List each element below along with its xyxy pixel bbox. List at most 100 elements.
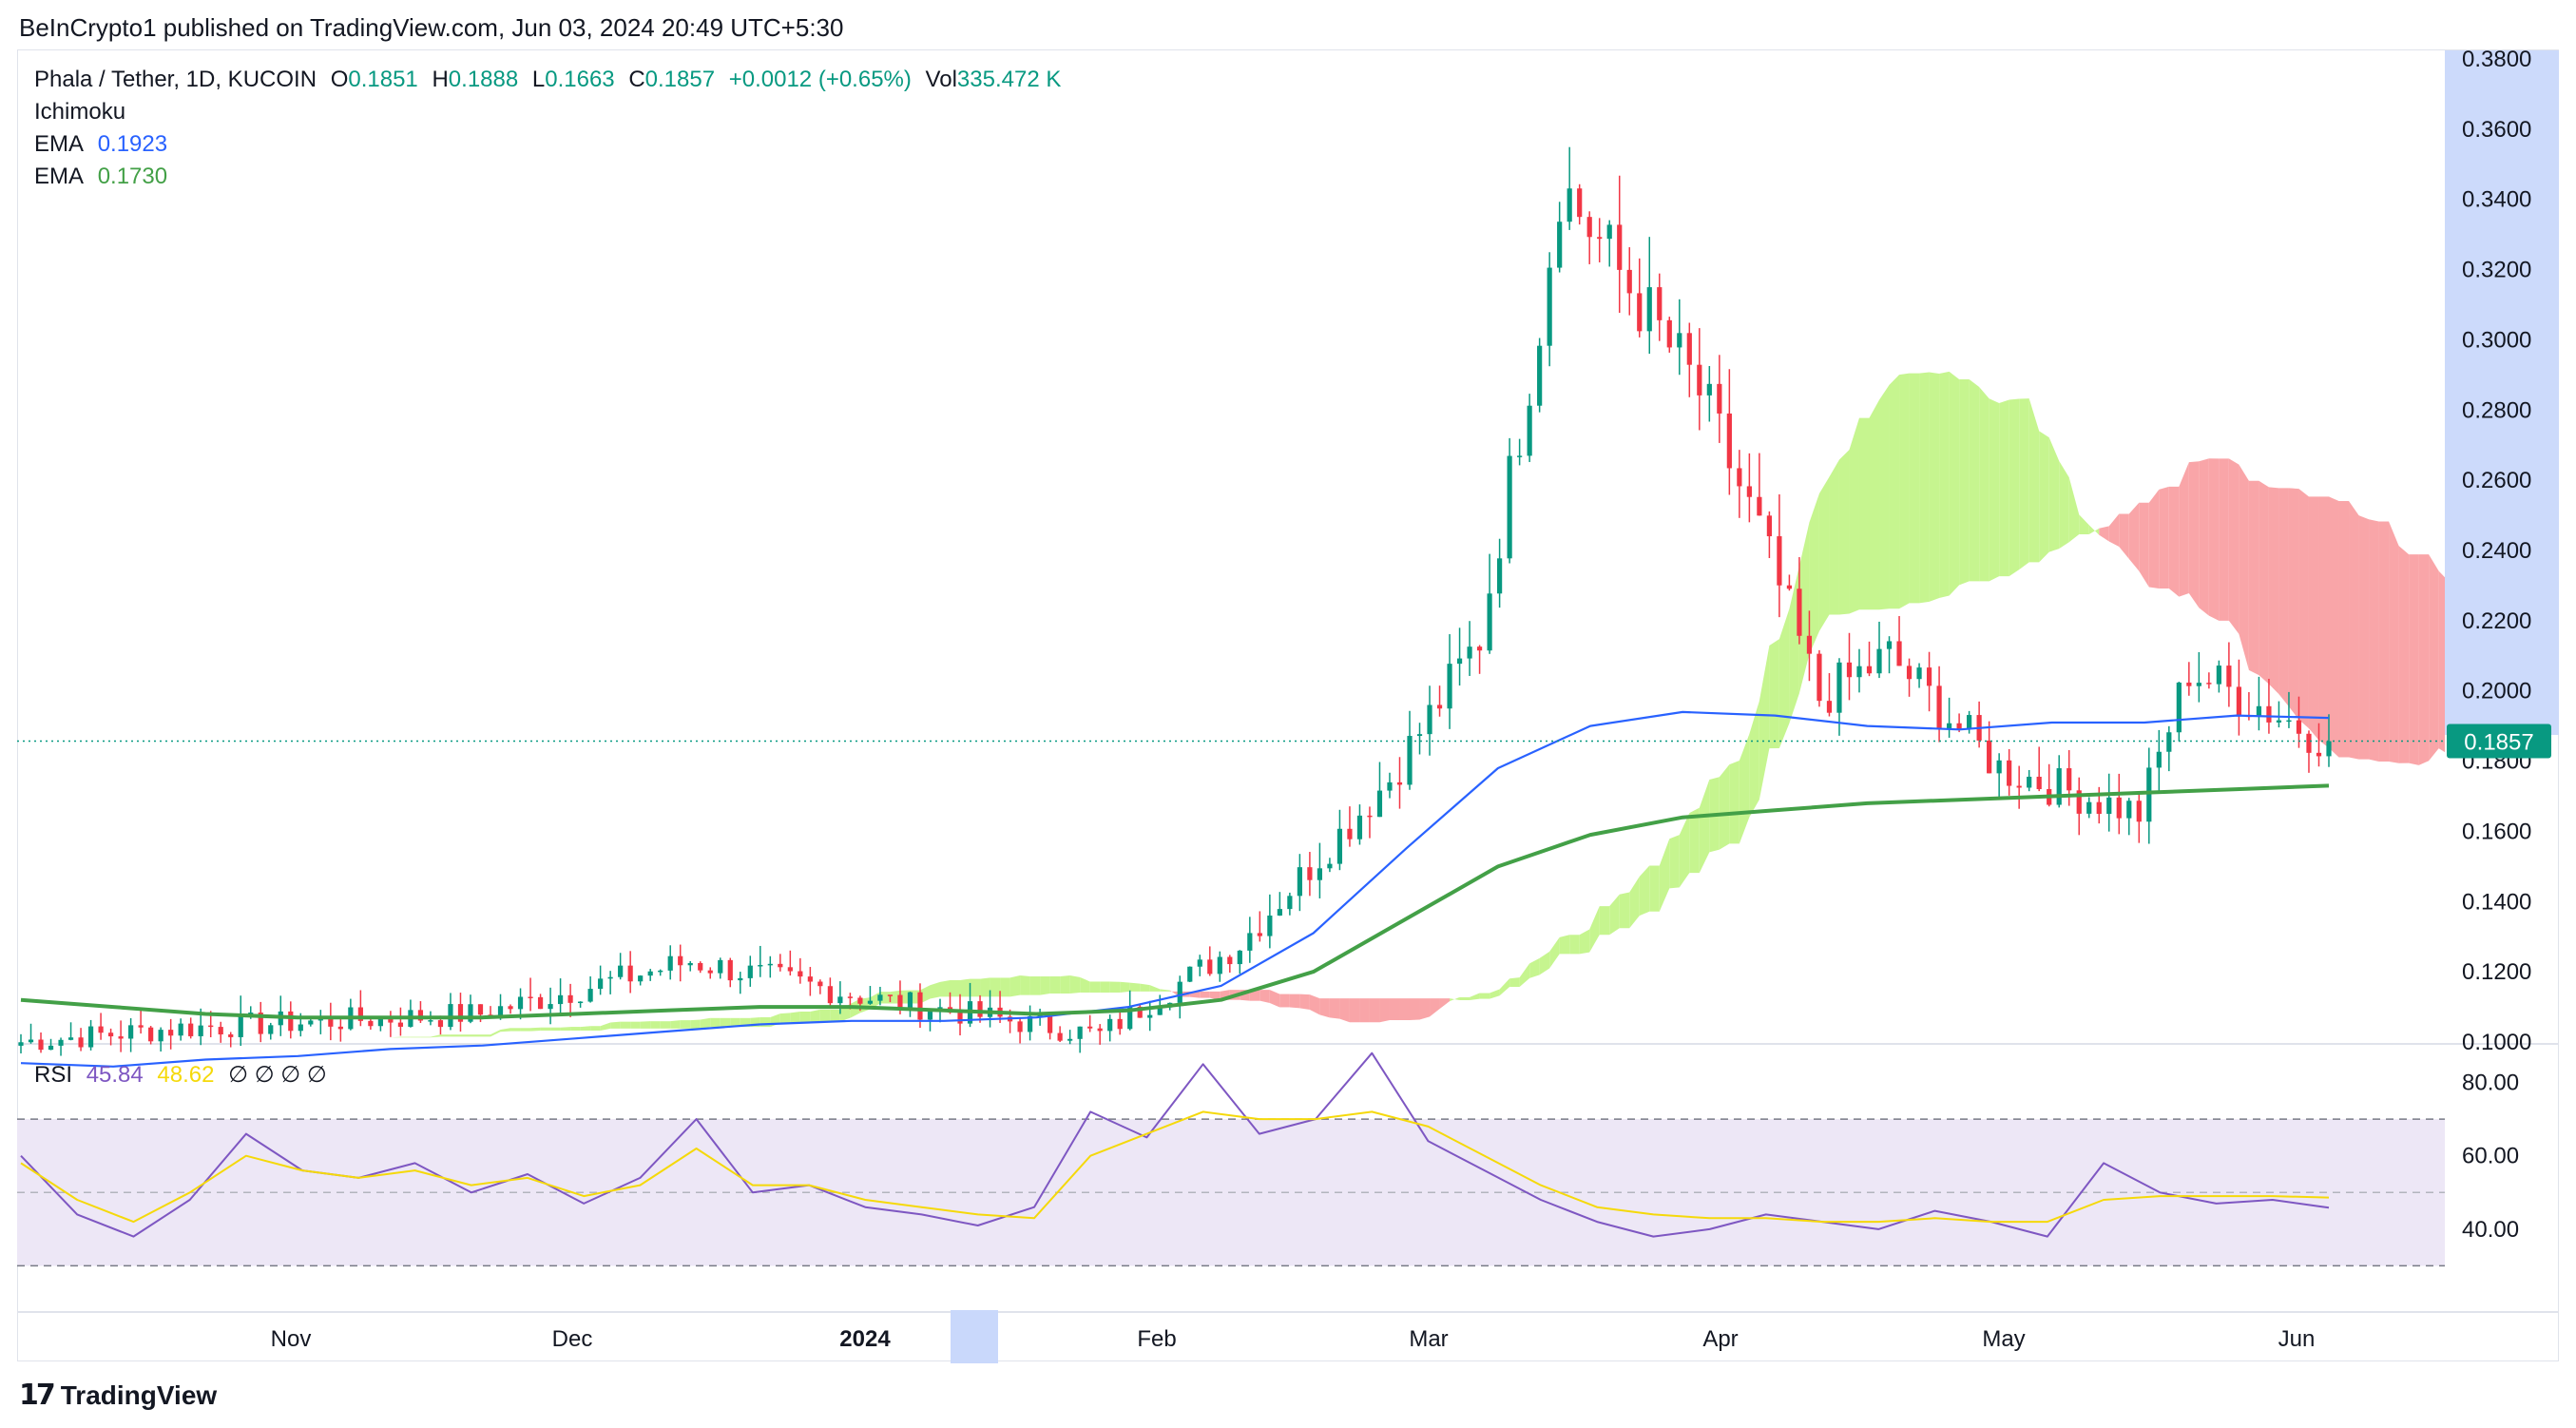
candle-body[interactable]: [548, 1004, 553, 1010]
candle-body[interactable]: [158, 1030, 163, 1042]
candle-body[interactable]: [667, 955, 673, 971]
candle-body[interactable]: [1467, 646, 1472, 659]
candle-body[interactable]: [2007, 760, 2012, 786]
candle-body[interactable]: [1427, 704, 1432, 735]
candle-body[interactable]: [2016, 785, 2022, 788]
candle-body[interactable]: [1048, 1014, 1053, 1033]
candle-body[interactable]: [867, 1000, 874, 1004]
candle-body[interactable]: [1087, 1026, 1093, 1029]
candle-body[interactable]: [747, 965, 753, 978]
candle-body[interactable]: [2266, 705, 2272, 723]
candle-body[interactable]: [1367, 815, 1373, 818]
candle-body[interactable]: [1586, 217, 1592, 238]
candle-body[interactable]: [288, 1011, 294, 1032]
candle-body[interactable]: [1067, 1038, 1073, 1041]
candle-body[interactable]: [827, 986, 833, 1004]
candle-body[interactable]: [1677, 333, 1682, 348]
candle-body[interactable]: [368, 1020, 374, 1027]
candle-body[interactable]: [2196, 683, 2201, 686]
candle-body[interactable]: [1147, 1014, 1153, 1018]
candle-body[interactable]: [1037, 1014, 1043, 1017]
candle-body[interactable]: [208, 1025, 214, 1028]
candle-body[interactable]: [687, 962, 693, 966]
candle-body[interactable]: [707, 970, 713, 974]
candle-body[interactable]: [1317, 868, 1323, 880]
candle-body[interactable]: [977, 1001, 983, 1017]
candle-body[interactable]: [517, 996, 524, 1010]
candle-body[interactable]: [658, 970, 663, 973]
candle-body[interactable]: [1657, 287, 1663, 320]
candle-body[interactable]: [1117, 1018, 1123, 1030]
candle-body[interactable]: [1077, 1026, 1083, 1039]
candle-body[interactable]: [698, 962, 703, 971]
candle-body[interactable]: [1057, 1032, 1063, 1041]
candle-body[interactable]: [2096, 801, 2102, 815]
candle-body[interactable]: [18, 1042, 24, 1046]
candle-body[interactable]: [2316, 752, 2322, 757]
candle-body[interactable]: [107, 1032, 114, 1037]
candle-body[interactable]: [1416, 734, 1423, 737]
candle-body[interactable]: [1217, 956, 1222, 975]
candle-body[interactable]: [2106, 797, 2112, 815]
candle-body[interactable]: [1806, 635, 1813, 654]
candle-body[interactable]: [87, 1026, 94, 1048]
candle-body[interactable]: [2326, 741, 2332, 757]
candle-body[interactable]: [2286, 720, 2292, 723]
candle-body[interactable]: [2156, 751, 2162, 768]
candle-body[interactable]: [468, 1004, 473, 1022]
candle-body[interactable]: [1336, 828, 1343, 864]
candle-body[interactable]: [258, 1013, 263, 1034]
candle-body[interactable]: [417, 1010, 424, 1021]
candle-body[interactable]: [1356, 815, 1363, 839]
candle-body[interactable]: [1866, 666, 1873, 674]
candle-body[interactable]: [537, 996, 544, 1010]
candle-body[interactable]: [1137, 1006, 1143, 1018]
candle-body[interactable]: [118, 1036, 124, 1039]
candle-body[interactable]: [2226, 666, 2232, 687]
candle-body[interactable]: [1207, 959, 1213, 975]
candle-body[interactable]: [2176, 682, 2182, 733]
candle-body[interactable]: [1996, 760, 2002, 774]
candle-body[interactable]: [1257, 933, 1262, 936]
candle-body[interactable]: [1476, 646, 1483, 651]
candle-body[interactable]: [1027, 1015, 1033, 1032]
candle-body[interactable]: [2056, 768, 2062, 805]
candle-body[interactable]: [98, 1026, 104, 1033]
candle-body[interactable]: [957, 1013, 963, 1024]
candle-body[interactable]: [28, 1039, 34, 1043]
candle-body[interactable]: [1726, 413, 1732, 469]
candle-body[interactable]: [78, 1037, 84, 1048]
candle-body[interactable]: [67, 1037, 74, 1040]
candle-body[interactable]: [847, 996, 853, 998]
symbol-title[interactable]: Phala / Tether, 1D, KUCOIN: [34, 67, 317, 92]
candle-body[interactable]: [2126, 801, 2132, 819]
legend-rsi[interactable]: RSI 45.84 48.62 ∅ ∅ ∅ ∅: [34, 1061, 335, 1089]
candle-body[interactable]: [1157, 1007, 1163, 1015]
candle-body[interactable]: [1916, 667, 1922, 680]
last-price-tag[interactable]: [2447, 724, 2551, 759]
candle-body[interactable]: [678, 955, 683, 966]
candle-body[interactable]: [2276, 720, 2282, 723]
candle-body[interactable]: [2216, 666, 2221, 685]
tradingview-logo[interactable]: 𝟭𝟳 TradingView: [19, 1379, 217, 1412]
candle-body[interactable]: [1737, 468, 1742, 487]
candle-body[interactable]: [787, 967, 793, 972]
candle-body[interactable]: [1896, 641, 1902, 666]
candle-body[interactable]: [1376, 790, 1383, 818]
candle-body[interactable]: [1766, 515, 1772, 537]
candle-body[interactable]: [337, 1026, 343, 1030]
candle-body[interactable]: [1856, 666, 1862, 678]
candle-body[interactable]: [1287, 896, 1293, 910]
candle-body[interactable]: [887, 994, 894, 996]
candle-body[interactable]: [128, 1025, 134, 1039]
candle-body[interactable]: [1567, 188, 1572, 222]
candle-body[interactable]: [917, 992, 923, 1020]
candle-body[interactable]: [2036, 776, 2042, 790]
candle-body[interactable]: [1527, 405, 1532, 456]
candle-body[interactable]: [1237, 950, 1242, 965]
candle-body[interactable]: [1097, 1028, 1103, 1032]
candle-body[interactable]: [1936, 685, 1942, 729]
candle-body[interactable]: [1637, 293, 1643, 332]
candle-body[interactable]: [2116, 797, 2122, 819]
